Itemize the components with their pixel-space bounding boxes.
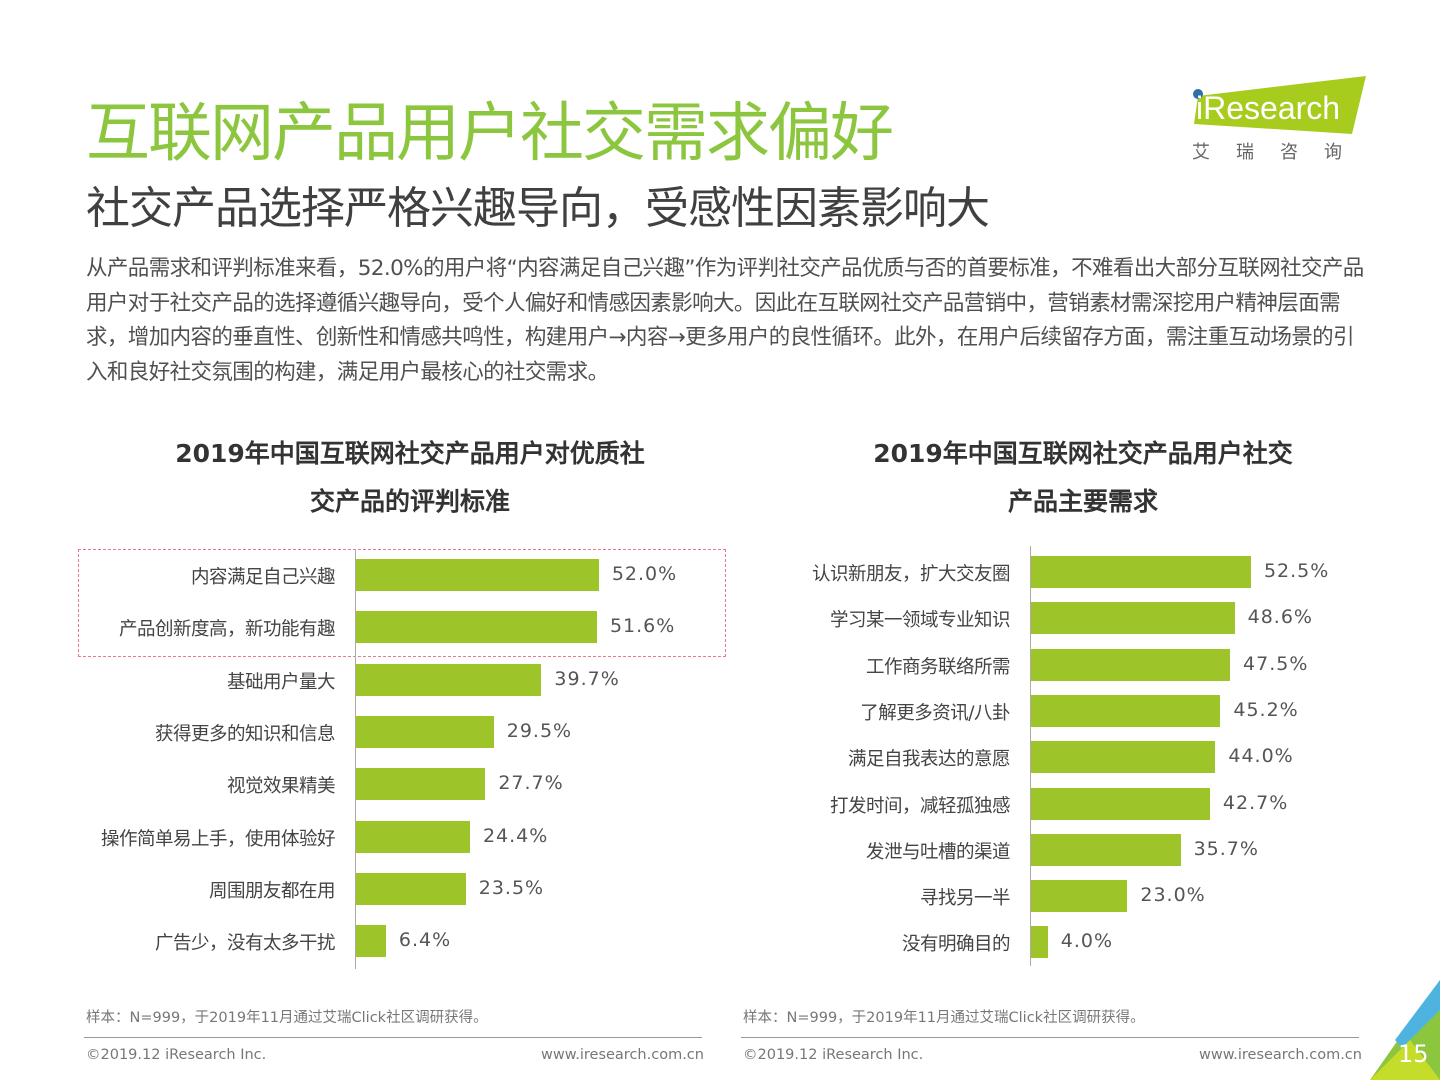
- value-label: 45.2%: [1233, 698, 1299, 721]
- value-label: 6.4%: [398, 929, 452, 952]
- bar: [356, 663, 542, 696]
- chart1-note: 样本：N=999，于2019年11月通过艾瑞Click社区调研获得。: [86, 1010, 488, 1026]
- value-label: 23.5%: [478, 876, 545, 899]
- bar: [356, 559, 599, 591]
- category-label: 工作商务联络所需: [865, 656, 1011, 678]
- website-url: www.iresearch.com.cn: [1199, 1047, 1362, 1063]
- value-label: 24.4%: [482, 824, 549, 847]
- chart-axis: [355, 549, 356, 969]
- category-label: 广告少，没有太多干扰: [154, 933, 336, 955]
- bar: [356, 820, 470, 853]
- value-label: 39.7%: [554, 667, 620, 690]
- bar: [1031, 741, 1216, 774]
- category-label: 周围朋友都在用: [208, 880, 336, 902]
- page-title: 互联网产品用户社交需求偏好: [86, 97, 894, 171]
- divider: [741, 1037, 1359, 1038]
- value-label: 47.5%: [1243, 652, 1309, 675]
- bar: [1031, 787, 1210, 820]
- value-label: 52.5%: [1263, 560, 1330, 582]
- bar: [1031, 833, 1181, 866]
- chart2-title-line: 2019年中国互联网社交产品用户社交: [873, 439, 1293, 468]
- chart1-title: 2019年中国互联网社交产品用户对优质社 交产品的评判标准: [110, 430, 710, 526]
- page-number: 15: [1398, 1040, 1429, 1068]
- category-label: 没有明确目的: [901, 934, 1011, 956]
- category-label: 学习某一领域专业知识: [829, 610, 1011, 632]
- bar: [1031, 648, 1231, 681]
- svg-text:艾瑞咨询: 艾瑞咨询: [1192, 142, 1368, 163]
- chart2-note: 样本：N=999，于2019年11月通过艾瑞Click社区调研获得。: [743, 1010, 1145, 1026]
- copyright: ©2019.12 iResearch Inc.: [743, 1047, 924, 1063]
- chart-axis: [1030, 546, 1031, 966]
- category-label: 内容满足自己兴趣: [190, 567, 336, 588]
- copyright: ©2019.12 iResearch Inc.: [86, 1047, 267, 1063]
- category-label: 操作简单易上手，使用体验好: [100, 828, 336, 850]
- value-label: 23.0%: [1140, 884, 1206, 907]
- bar: [1031, 880, 1128, 913]
- value-label: 29.5%: [506, 719, 573, 742]
- iresearch-logo: iResearch 艾瑞咨询: [1190, 76, 1370, 166]
- category-label: 打发时间，减轻孤独感: [829, 795, 1011, 817]
- chart1-title-line: 2019年中国互联网社交产品用户对优质社: [175, 439, 645, 468]
- bar: [1031, 602, 1235, 635]
- value-label: 44.0%: [1228, 745, 1294, 768]
- value-label: 42.7%: [1222, 791, 1289, 814]
- category-label: 了解更多资讯/八卦: [860, 702, 1010, 724]
- bar: [356, 872, 466, 905]
- body-text: 从产品需求和评判标准来看，52.0%的用户将“内容满足自己兴趣”作为评判社交产品…: [86, 256, 1364, 385]
- bar: [356, 611, 597, 644]
- category-label: 认识新朋友，扩大交友圈: [811, 564, 1011, 585]
- category-label: 发泄与吐槽的渠道: [865, 841, 1011, 863]
- svg-text:iResearch: iResearch: [1196, 90, 1340, 126]
- value-label: 48.6%: [1247, 606, 1313, 629]
- bar: [356, 768, 486, 801]
- value-label: 51.6%: [609, 615, 676, 638]
- chart2-title-line: 产品主要需求: [1007, 487, 1158, 516]
- page-subtitle: 社交产品选择严格兴趣导向，受感性因素影响大: [86, 183, 990, 234]
- category-label: 寻找另一半: [919, 888, 1011, 910]
- bar: [356, 925, 386, 958]
- value-label: 27.7%: [498, 772, 564, 795]
- category-label: 基础用户量大: [226, 671, 336, 693]
- bar: [1031, 556, 1251, 588]
- value-label: 4.0%: [1060, 930, 1114, 953]
- highlight-box: [78, 549, 726, 657]
- website-url: www.iresearch.com.cn: [541, 1047, 704, 1063]
- bar: [1031, 926, 1048, 959]
- category-label: 获得更多的知识和信息: [154, 723, 336, 745]
- divider: [84, 1037, 702, 1038]
- category-label: 视觉效果精美: [226, 776, 336, 798]
- bar: [356, 715, 494, 748]
- value-label: 52.0%: [611, 563, 678, 585]
- category-label: 产品创新度高，新功能有趣: [118, 619, 336, 641]
- chart2-title: 2019年中国互联网社交产品用户社交 产品主要需求: [783, 430, 1383, 526]
- category-label: 满足自我表达的意愿: [847, 749, 1011, 771]
- value-label: 35.7%: [1193, 837, 1259, 860]
- bar: [1031, 694, 1221, 727]
- chart1-title-line: 交产品的评判标准: [309, 487, 510, 516]
- corner-decoration: [1370, 980, 1440, 1080]
